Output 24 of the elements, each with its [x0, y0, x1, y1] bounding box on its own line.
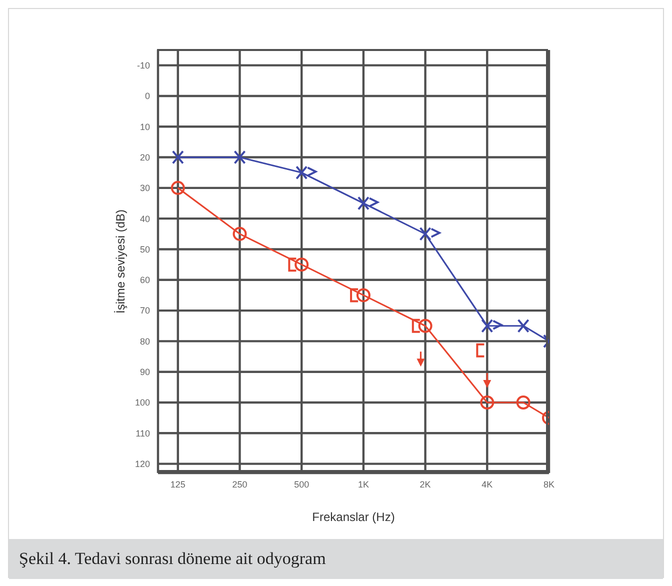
y-tick-label: -10: [136, 60, 150, 71]
y-tick-label: 80: [140, 336, 150, 346]
y-tick-label: 10: [140, 122, 150, 132]
x-axis-title: Frekanslar (Hz): [312, 510, 395, 524]
y-tick-label: 120: [134, 459, 150, 469]
x-tick-label: 1K: [358, 479, 369, 490]
y-tick-label: 20: [140, 152, 150, 162]
x-tick-label: 8K: [543, 479, 555, 490]
y-tick-label: 100: [134, 398, 150, 408]
x-tick-label: 4K: [482, 479, 493, 490]
x-tick-label: 2K: [420, 479, 431, 490]
x-tick-label: 500: [294, 479, 310, 490]
y-tick-label: 90: [140, 367, 150, 378]
text: Şekil 4. Tedavi sonrası döneme ait odyogram: [9, 539, 663, 579]
y-tick-label: 110: [136, 428, 150, 438]
y-tick-label: 70: [140, 306, 150, 316]
y-tick-label: 30: [140, 183, 150, 194]
y-tick-label: 50: [140, 244, 150, 254]
y-tick-label: 40: [140, 214, 150, 224]
y-tick-label: 60: [140, 275, 150, 286]
x-tick-label: 125: [170, 479, 186, 490]
x-tick-label: 250: [232, 479, 248, 490]
y-axis-title: İşitme seviyesi (dB): [113, 209, 128, 314]
y-tick-label: 0: [144, 91, 150, 102]
